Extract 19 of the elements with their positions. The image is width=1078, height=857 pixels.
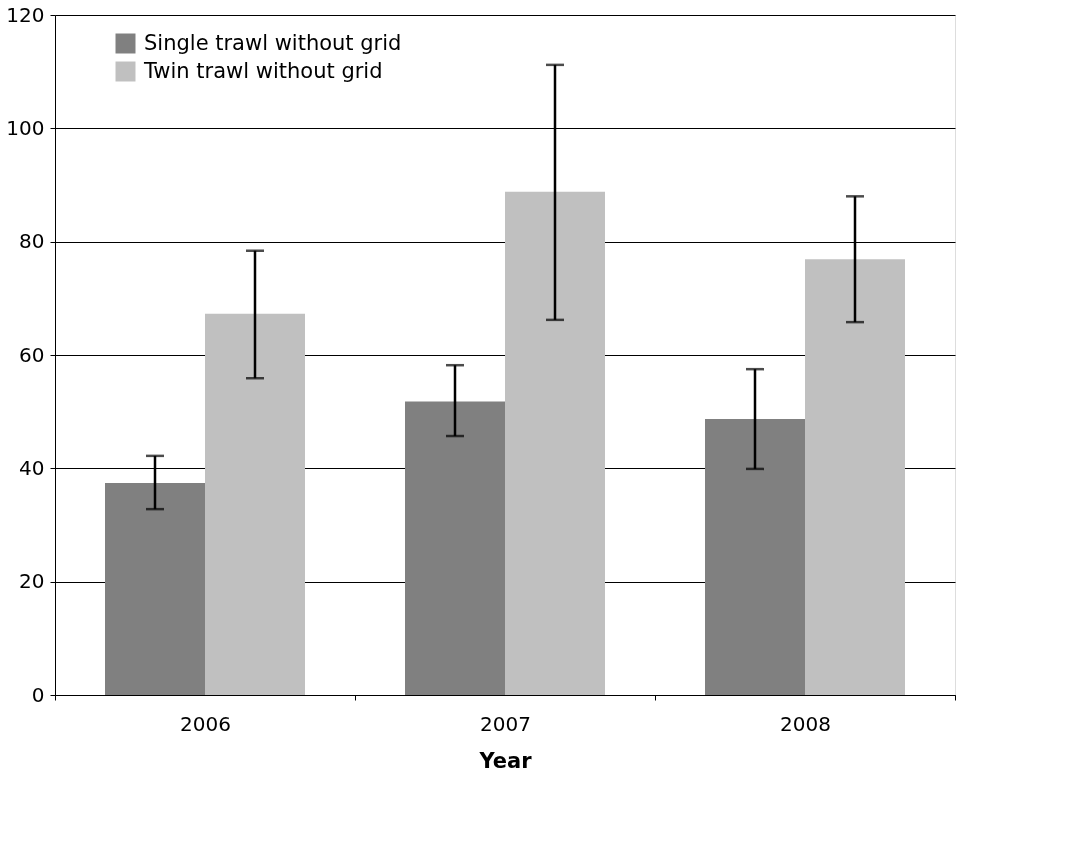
x-tick-label: 2008 [780, 711, 831, 736]
legend-label: Twin trawl without grid [143, 58, 383, 83]
bar [105, 483, 205, 695]
bar [705, 419, 805, 695]
x-axis-title: Year [478, 748, 533, 773]
y-tick-label: 0 [31, 682, 45, 707]
y-tick-label: 20 [19, 569, 45, 594]
y-tick-label: 60 [19, 342, 45, 367]
y-tick-label: 80 [19, 229, 45, 254]
bar [405, 401, 505, 695]
y-tick-label: 40 [19, 455, 45, 480]
bar [805, 259, 905, 695]
x-tick-label: 2006 [180, 711, 231, 736]
bar [205, 313, 305, 695]
y-tick-label: 120 [6, 2, 45, 27]
bar [505, 191, 605, 695]
x-tick-label: 2007 [480, 711, 531, 736]
y-tick-label: 100 [6, 115, 45, 140]
legend-label: Single trawl without grid [144, 30, 402, 55]
